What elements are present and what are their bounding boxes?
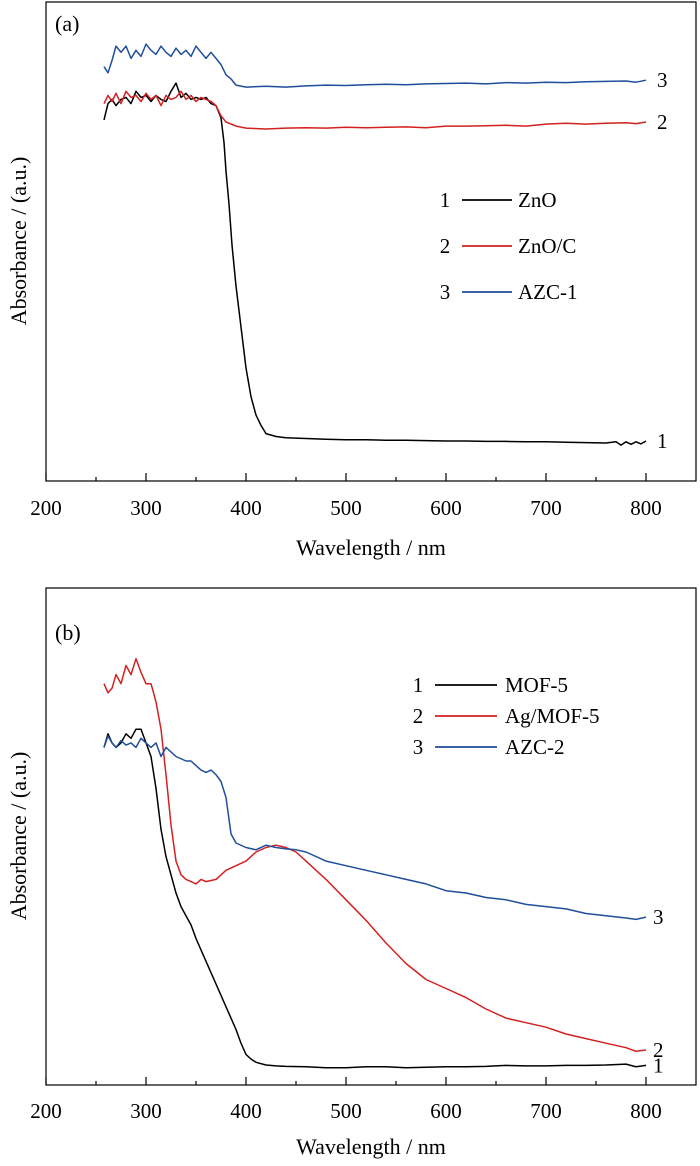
x-tick-label: 800: [630, 496, 662, 520]
series-end-label-1: 1: [653, 1053, 664, 1077]
x-tick-label: 300: [130, 1099, 162, 1123]
x-tick-label: 700: [530, 1099, 562, 1123]
x-tick-label: 600: [430, 496, 462, 520]
legend-number-3: 3: [413, 735, 424, 759]
chart-panel-b: (b) Absorbance / (a.u.) Wavelength / nm …: [6, 587, 697, 1159]
x-axis-label: Wavelength / nm: [296, 1134, 446, 1159]
panel-label: (a): [55, 11, 79, 36]
x-tick-label: 400: [230, 496, 262, 520]
x-tick-label: 500: [330, 496, 362, 520]
panel-label: (b): [55, 620, 81, 645]
series-line-2: [103, 90, 647, 130]
chart-panel-a: (a) Absorbance / (a.u.) Wavelength / nm …: [6, 1, 697, 560]
x-tick-label: 700: [530, 496, 562, 520]
legend-label-2: Ag/MOF-5: [505, 704, 600, 728]
x-axis-label: Wavelength / nm: [296, 535, 446, 560]
plot-frame: [45, 1, 697, 482]
series-line-3: [103, 735, 647, 921]
legend-number-1: 1: [440, 188, 451, 212]
series-end-label-3: 3: [657, 68, 668, 92]
x-axis-ticks: 200 300 400 500 600 700 800: [30, 1077, 662, 1123]
x-tick-label: 400: [230, 1099, 262, 1123]
series-end-label-2: 2: [657, 110, 668, 134]
series-end-label-2: 2: [653, 1038, 664, 1062]
x-tick-label: 800: [630, 1099, 662, 1123]
x-tick-label: 300: [130, 496, 162, 520]
x-tick-label: 500: [330, 1099, 362, 1123]
legend-label-1: MOF-5: [505, 673, 568, 697]
series-lines: [103, 43, 647, 446]
series-end-labels: 12 3: [653, 905, 664, 1077]
legend-label-2: ZnO/C: [518, 234, 576, 258]
legend-number-2: 2: [440, 234, 451, 258]
series-line-3: [103, 43, 647, 88]
series-end-label-3: 3: [653, 905, 664, 929]
plot-frame: [45, 587, 697, 1086]
series-end-label-1: 1: [657, 429, 668, 453]
x-axis-ticks: 200 300 400 500 600 700 800: [30, 473, 662, 520]
series-line-1: [103, 82, 647, 446]
legend-label-3: AZC-1: [518, 280, 578, 304]
legend-number-2: 2: [413, 704, 424, 728]
series-line-1: [103, 728, 647, 1069]
x-tick-label: 200: [30, 496, 62, 520]
legend-number-3: 3: [440, 280, 451, 304]
legend: 1 MOF-5 2 Ag/MOF-5 3 AZC-2: [413, 673, 600, 759]
legend-label-1: ZnO: [518, 188, 557, 212]
series-end-labels: 1 2 3: [657, 68, 668, 453]
x-tick-label: 600: [430, 1099, 462, 1123]
legend-label-3: AZC-2: [505, 735, 565, 759]
y-axis-label: Absorbance / (a.u.): [6, 752, 31, 921]
y-axis-label: Absorbance / (a.u.): [6, 157, 31, 326]
legend-number-1: 1: [413, 673, 424, 697]
legend: 1 ZnO 2 ZnO/C 3 AZC-1: [440, 188, 578, 304]
series-line-2: [103, 657, 647, 1053]
series-lines: [103, 657, 647, 1069]
x-tick-label: 200: [30, 1099, 62, 1123]
